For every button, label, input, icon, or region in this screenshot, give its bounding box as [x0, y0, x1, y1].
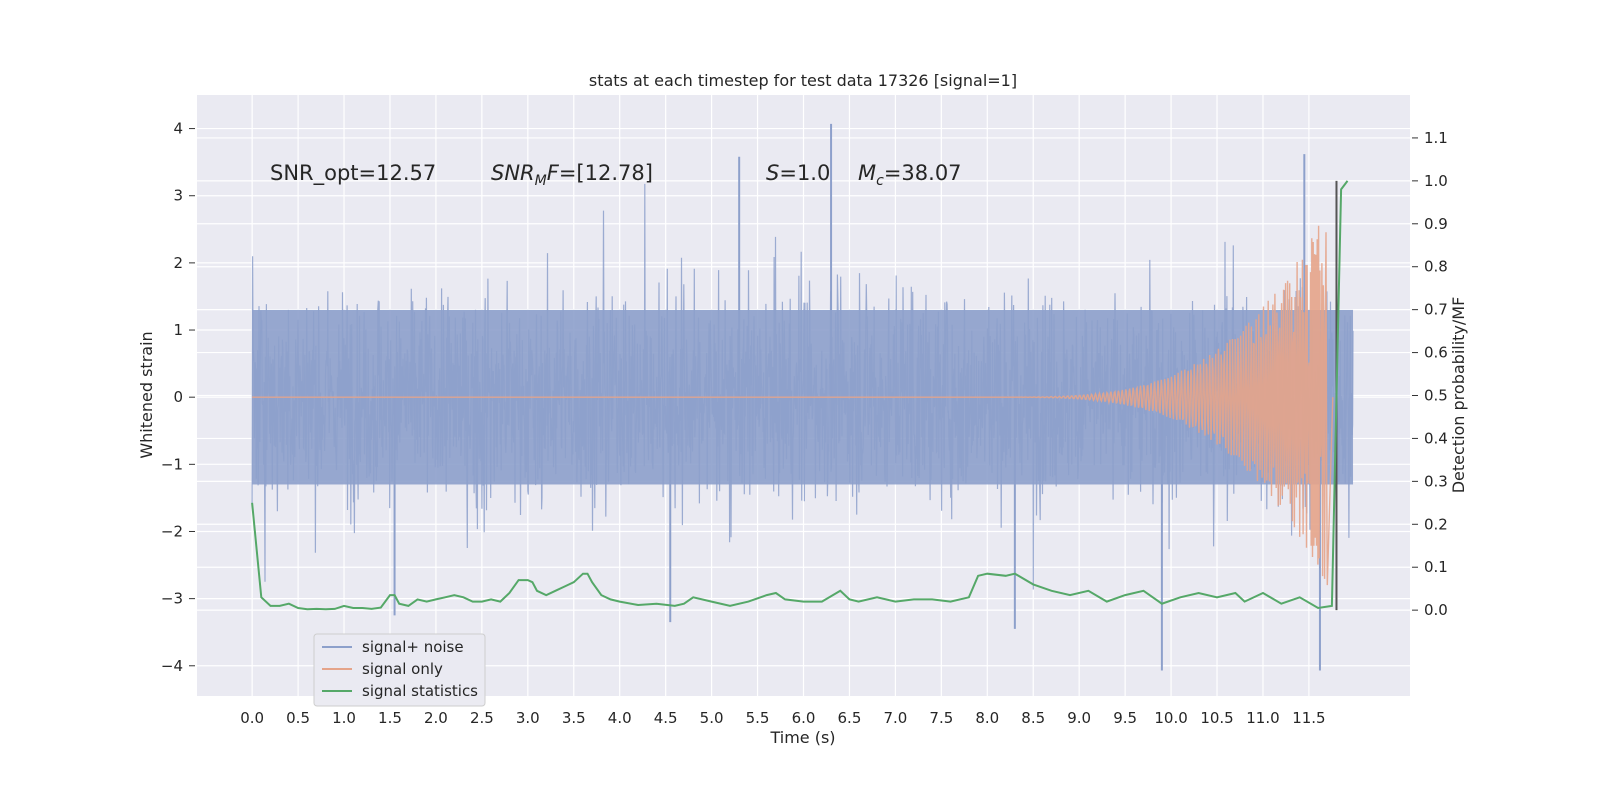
y2-tick-label: 1.1: [1424, 129, 1448, 147]
chart-title: stats at each timestep for test data 173…: [589, 71, 1017, 90]
x-tick-label: 9.0: [1067, 709, 1091, 727]
legend-label-signal-only: signal only: [362, 660, 443, 678]
y2-tick-label: 0.0: [1424, 601, 1448, 619]
y2-tick-label: 0.5: [1424, 387, 1448, 405]
x-axis-label: Time (s): [769, 728, 835, 747]
x-tick-label: 7.5: [929, 709, 953, 727]
x-tick-label: 6.5: [838, 709, 862, 727]
x-tick-label: 5.0: [700, 709, 724, 727]
y-axis-ticks: 4 3 2 1 0 −1 −2 −3 −4: [161, 120, 195, 675]
x-tick-label: 7.0: [883, 709, 907, 727]
x-tick-label: 3.5: [562, 709, 586, 727]
y-tick-label: −1: [161, 455, 183, 473]
y-tick-label: −2: [161, 522, 183, 540]
y2-tick-label: 0.7: [1424, 301, 1448, 319]
x-tick-label: 1.0: [332, 709, 356, 727]
y-tick-label: 0: [173, 388, 183, 406]
x-tick-label: 3.0: [516, 709, 540, 727]
annotation-mc: Mc=38.07: [858, 161, 962, 189]
signal-only-series: [252, 225, 1334, 586]
y-tick-label: −4: [161, 657, 183, 675]
x-tick-label: 11.5: [1292, 709, 1325, 727]
y2-tick-label: 0.8: [1424, 258, 1448, 276]
annotation-s: S=1.0: [766, 161, 830, 185]
legend-label-signal-noise: signal+ noise: [362, 638, 464, 656]
x-tick-label: 2.5: [470, 709, 494, 727]
y2-tick-label: 0.2: [1424, 515, 1448, 533]
x-axis-ticks: 0.0 0.5 1.0 1.5 2.0 2.5 3.0 3.5 4.0 4.5 5.0 5.5 6.0 6…: [240, 709, 1325, 727]
x-tick-label: 0.5: [286, 709, 310, 727]
y2-tick-label: 0.9: [1424, 215, 1448, 233]
x-tick-label: 4.5: [654, 709, 678, 727]
x-tick-label: 10.0: [1154, 709, 1187, 727]
y2-tick-label: 0.6: [1424, 344, 1448, 362]
x-tick-label: 2.0: [424, 709, 448, 727]
annotation-snr-mf: SNRMF=[12.78]: [491, 161, 653, 189]
x-tick-label: 8.5: [1021, 709, 1045, 727]
x-tick-label: 4.0: [608, 709, 632, 727]
x-tick-label: 11.0: [1246, 709, 1279, 727]
x-tick-label: 5.5: [746, 709, 770, 727]
y-tick-label: −3: [161, 590, 183, 608]
y-axis-label: Whitened strain: [137, 331, 156, 458]
y2-tick-label: 1.0: [1424, 172, 1448, 190]
x-tick-label: 6.0: [792, 709, 816, 727]
legend-box: [313, 633, 486, 707]
x-tick-label: 1.5: [378, 709, 402, 727]
y2-axis-label: Detection probability/MF: [1449, 297, 1468, 494]
signal-only-line: [252, 225, 1334, 586]
signal-statistics-series: [251, 180, 1349, 611]
y-tick-label: 1: [173, 321, 183, 339]
y2-tick-label: 0.3: [1424, 472, 1448, 490]
x-tick-label: 8.0: [975, 709, 999, 727]
annotation-snr-opt: SNR_opt=12.57: [270, 161, 436, 186]
y2-tick-label: 0.1: [1424, 558, 1448, 576]
y-tick-label: 4: [173, 120, 183, 138]
y2-tick-label: 0.4: [1424, 429, 1448, 447]
y-tick-label: 3: [173, 187, 183, 205]
x-tick-label: 10.5: [1200, 709, 1233, 727]
y2-axis-ticks: 1.1 1.0 0.9 0.8 0.7 0.6 0.5 0.4 0.3 0.2 0.1 0.0: [1412, 129, 1448, 619]
signal-statistics-line: [251, 180, 1349, 611]
legend-label-signal-statistics: signal statistics: [362, 682, 478, 700]
x-tick-label: 0.0: [240, 709, 264, 727]
x-tick-label: 9.5: [1113, 709, 1137, 727]
legend: signal+ noise signal only signal statist…: [313, 633, 486, 707]
y-tick-label: 2: [173, 254, 183, 272]
